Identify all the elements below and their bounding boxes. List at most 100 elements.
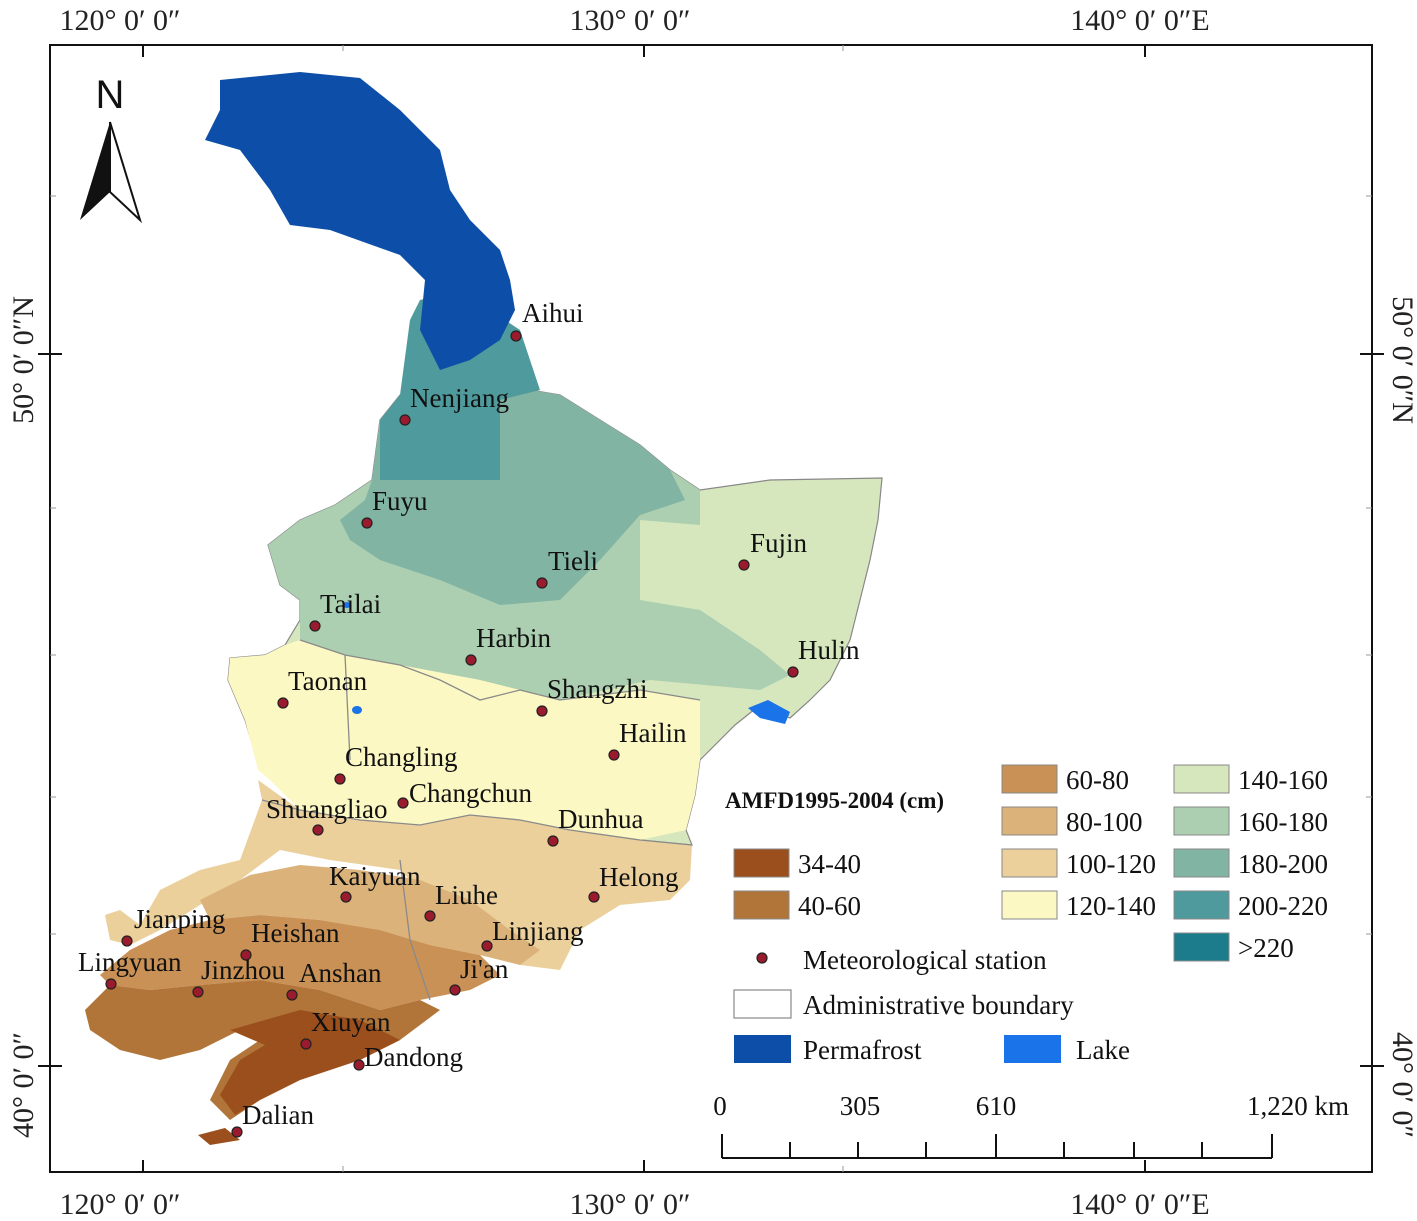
coord-left-50: 50° 0′ 0″N — [7, 296, 40, 424]
station-marker-tieli — [536, 577, 548, 589]
graticule-minor-ticks — [50, 45, 1372, 1172]
coord-bottom-140: 140° 0′ 0″E — [1070, 1188, 1209, 1221]
station-label-nenjiang: Nenjiang — [410, 383, 509, 413]
legend-swatch-4 — [1001, 848, 1058, 878]
station-label-linjiang: Linjiang — [492, 916, 583, 946]
station-label-dunhua: Dunhua — [558, 804, 643, 834]
station-marker-linjiang — [481, 940, 493, 952]
coord-right-50: 50° 0′ 0″N — [1386, 296, 1417, 424]
legend-permafrost-swatch — [734, 1035, 791, 1063]
station-marker-shangzhi — [536, 705, 548, 717]
coord-bottom-130: 130° 0′ 0″ — [569, 1188, 690, 1221]
legend-label-6: 140-160 — [1238, 765, 1328, 795]
station-marker-harbin — [465, 654, 477, 666]
station-label-changling: Changling — [345, 742, 458, 772]
station-label-lingyuan: Lingyuan — [78, 947, 182, 977]
station-label-heishan: Heishan — [251, 918, 340, 948]
station-label-fuyu: Fuyu — [372, 486, 428, 516]
legend-label-9: 200-220 — [1238, 891, 1328, 921]
lakes — [343, 602, 790, 724]
legend-label-5: 120-140 — [1066, 891, 1156, 921]
station-label-helong: Helong — [599, 862, 678, 892]
legend-swatch-5 — [1001, 890, 1058, 920]
station-label-harbin: Harbin — [476, 623, 551, 653]
north-arrow-icon: N — [80, 73, 143, 224]
station-marker-changchun — [397, 797, 409, 809]
station-marker-xiuyan — [300, 1038, 312, 1050]
station-label-changchun: Changchun — [409, 778, 532, 808]
station-marker-taonan — [277, 697, 289, 709]
station-label-shuangliao: Shuangliao — [266, 794, 388, 824]
lake-xingkai — [748, 700, 790, 724]
station-marker-liuhe — [424, 910, 436, 922]
station-marker-kaiyuan — [340, 891, 352, 903]
legend-station-icon — [756, 952, 768, 964]
station-label-jianping: Jianping — [134, 904, 226, 934]
scale-label-2: 610 — [976, 1091, 1017, 1121]
coord-top-120: 120° 0′ 0″ — [59, 4, 180, 37]
station-marker-hulin — [787, 666, 799, 678]
freezing-depth-map — [85, 72, 883, 1145]
station-label-kaiyuan: Kaiyuan — [329, 861, 421, 891]
legend-label-8: 180-200 — [1238, 849, 1328, 879]
legend-swatch-9 — [1173, 890, 1230, 920]
legend-swatch-0 — [733, 848, 790, 878]
legend-label-10: >220 — [1238, 933, 1294, 963]
station-marker-jinzhou — [192, 986, 204, 998]
station-marker-dalian — [231, 1126, 243, 1138]
coord-left-40: 40° 0′ 0″ — [7, 1032, 40, 1138]
station-marker-aihui — [510, 330, 522, 342]
station-marker-dandong — [353, 1059, 365, 1071]
station-label-dalian: Dalian — [242, 1100, 314, 1130]
lake-small-2 — [343, 602, 351, 608]
station-label-tailai: Tailai — [320, 589, 381, 619]
north-label: N — [96, 73, 125, 117]
region-dalian-tip — [198, 1128, 240, 1145]
region-60-80 — [100, 915, 500, 1010]
region-120-140 — [228, 640, 700, 840]
region-80-100 — [200, 865, 540, 965]
legend-swatch-3 — [1001, 806, 1058, 836]
station-marker-fujin — [738, 559, 750, 571]
legend-title: AMFD1995-2004 (cm) — [725, 788, 944, 813]
scale-label-1: 305 — [840, 1091, 881, 1121]
region-34-40 — [220, 1010, 400, 1115]
station-label-aihui: Aihui — [522, 298, 584, 328]
station-label-tieli: Tieli — [548, 546, 598, 576]
legend-label-2: 60-80 — [1066, 765, 1129, 795]
station-marker-tailai — [309, 620, 321, 632]
administrative-boundaries — [261, 639, 701, 1001]
legend-label-0: 34-40 — [798, 849, 861, 879]
lake-small-1 — [352, 706, 362, 714]
station-marker-hailin — [608, 749, 620, 761]
legend-swatch-10 — [1173, 932, 1230, 962]
station-marker-changling — [334, 773, 346, 785]
station-marker-lingyuan — [105, 978, 117, 990]
legend: AMFD1995-2004 (cm) 34-40 40-60 60-80 80-100… — [725, 764, 1328, 1065]
station-label-hailin: Hailin — [619, 718, 687, 748]
station-label-hulin: Hulin — [798, 635, 860, 665]
station-label-taonan: Taonan — [288, 666, 368, 696]
legend-label-4: 100-120 — [1066, 849, 1156, 879]
station-label-jian: Ji'an — [460, 954, 509, 984]
station-label-anshan: Anshan — [299, 958, 382, 988]
legend-label-1: 40-60 — [798, 891, 861, 921]
station-label-dandong: Dandong — [364, 1042, 463, 1072]
legend-swatch-7 — [1173, 806, 1230, 836]
station-marker-dunhua — [547, 835, 559, 847]
station-label-jinzhou: Jinzhou — [201, 955, 285, 985]
legend-swatch-2 — [1001, 764, 1058, 794]
station-marker-heishan — [240, 949, 252, 961]
coord-top-130: 130° 0′ 0″ — [569, 4, 690, 37]
region-permafrost — [205, 72, 515, 370]
coord-bottom-120: 120° 0′ 0″ — [59, 1188, 180, 1221]
scale-label-0: 0 — [713, 1091, 727, 1121]
graticule-ticks — [38, 45, 1384, 1172]
station-marker-fuyu — [361, 517, 373, 529]
station-label-shangzhi: Shangzhi — [547, 674, 648, 704]
legend-permafrost-label: Permafrost — [803, 1035, 922, 1065]
legend-lake-swatch — [1004, 1035, 1061, 1063]
station-layer: Aihui Nenjiang Fuyu Tieli Fujin Tailai Harbin H… — [78, 298, 860, 1138]
station-marker-shuangliao — [312, 824, 324, 836]
